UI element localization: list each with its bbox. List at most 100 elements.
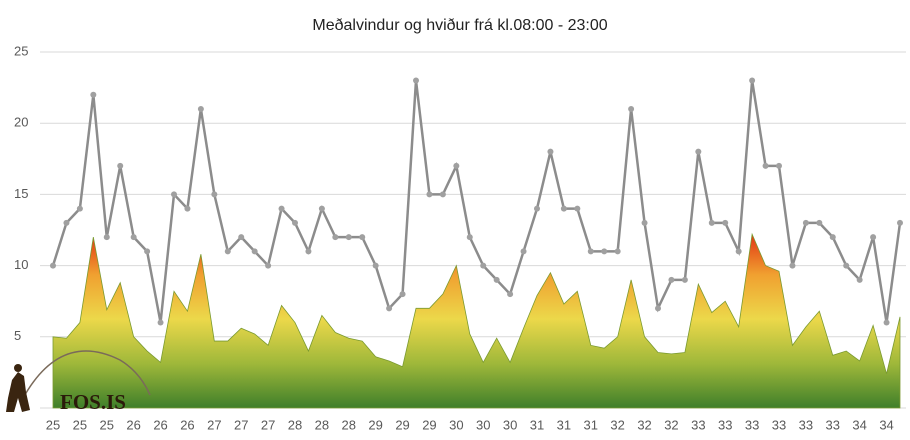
- gust-marker: [587, 248, 594, 255]
- x-tick-label: 29: [395, 417, 409, 432]
- gust-marker: [197, 105, 204, 112]
- x-tick-label: 29: [422, 417, 436, 432]
- x-tick-label: 27: [261, 417, 275, 432]
- gust-marker: [171, 191, 177, 198]
- gust-marker: [76, 205, 83, 212]
- gust-marker: [708, 219, 715, 226]
- gust-marker: [278, 205, 285, 212]
- gust-marker: [493, 276, 500, 283]
- x-tick-label: 30: [503, 417, 517, 432]
- x-tick-label: 30: [449, 417, 463, 432]
- gust-marker: [681, 276, 688, 283]
- gust-marker: [655, 305, 661, 312]
- gust-marker: [870, 234, 877, 241]
- gust-marker: [816, 219, 823, 226]
- x-tick-label: 33: [826, 417, 840, 432]
- gust-marker: [628, 105, 635, 112]
- gust-marker: [735, 248, 742, 255]
- gust-marker: [507, 291, 514, 298]
- gust-marker: [117, 162, 124, 169]
- wind-area: [52, 232, 901, 409]
- gust-marker: [265, 262, 272, 269]
- gust-marker: [224, 248, 231, 255]
- gust-marker: [184, 205, 191, 212]
- x-tick-label: 31: [557, 417, 571, 432]
- gust-marker: [614, 248, 621, 255]
- chart-title: Meðalvindur og hviður frá kl.08:00 - 23:…: [312, 17, 607, 34]
- x-tick-label: 31: [584, 417, 598, 432]
- gust-marker: [413, 77, 419, 84]
- gust-marker: [103, 234, 110, 241]
- x-tick-label: 25: [73, 417, 87, 432]
- x-tick-label: 33: [691, 417, 705, 432]
- x-tick-label: 25: [100, 417, 114, 432]
- gust-marker: [802, 219, 809, 226]
- x-tick-label: 34: [852, 417, 866, 432]
- gust-marker: [144, 248, 151, 255]
- x-tick-label: 26: [153, 417, 167, 432]
- gust-marker: [130, 234, 137, 241]
- gust-marker: [547, 148, 554, 155]
- gust-marker: [359, 234, 366, 241]
- gust-marker: [211, 191, 218, 198]
- gust-marker: [90, 91, 97, 98]
- x-tick-label: 28: [288, 417, 302, 432]
- x-tick-label: 28: [342, 417, 356, 432]
- logo-text: FOS.IS: [60, 390, 126, 414]
- gust-marker: [332, 234, 339, 241]
- x-tick-label: 33: [799, 417, 813, 432]
- gust-marker: [453, 162, 460, 169]
- x-tick-label: 29: [368, 417, 382, 432]
- x-tick-label: 26: [180, 417, 194, 432]
- x-tick-label: 33: [718, 417, 732, 432]
- x-tick-label: 26: [126, 417, 140, 432]
- gust-marker: [157, 319, 164, 326]
- y-tick-label: 25: [14, 43, 28, 58]
- gust-marker: [520, 248, 527, 255]
- x-tick-label: 33: [745, 417, 759, 432]
- logo: FOS.IS: [6, 350, 151, 414]
- gust-marker: [668, 276, 675, 283]
- gust-marker: [843, 262, 850, 269]
- gust-marker: [883, 319, 890, 326]
- gust-marker: [829, 234, 836, 241]
- gust-marker: [372, 262, 379, 269]
- x-tick-label: 31: [530, 417, 544, 432]
- gust-marker: [292, 219, 298, 226]
- gust-line: [51, 80, 902, 323]
- gust-marker: [480, 262, 487, 269]
- gust-marker: [238, 234, 245, 241]
- gust-marker: [789, 262, 796, 269]
- x-tick-label: 32: [637, 417, 651, 432]
- x-tick-label: 32: [610, 417, 624, 432]
- gust-marker: [50, 262, 56, 269]
- gust-marker: [63, 219, 70, 226]
- gust-marker: [601, 248, 608, 255]
- gust-marker: [318, 205, 325, 212]
- logo-figure: [6, 372, 30, 412]
- y-tick-label: 10: [14, 257, 28, 272]
- logo-head: [14, 364, 22, 372]
- gust-marker: [641, 219, 648, 226]
- gust-marker: [386, 305, 393, 312]
- gust-marker: [251, 248, 258, 255]
- x-tick-label: 27: [207, 417, 221, 432]
- gust-marker: [426, 191, 433, 198]
- y-tick-label: 15: [14, 186, 28, 201]
- y-tick-label: 20: [14, 115, 28, 130]
- gust-marker: [399, 291, 406, 298]
- gust-marker: [776, 162, 782, 169]
- logo-rod: [21, 350, 151, 401]
- gust-marker: [762, 162, 769, 169]
- gust-marker: [749, 77, 756, 84]
- x-tick-label: 30: [476, 417, 490, 432]
- x-tick-label: 34: [879, 417, 893, 432]
- gust-marker: [574, 205, 581, 212]
- gust-marker: [695, 148, 702, 155]
- x-tick-label: 33: [772, 417, 786, 432]
- gust-marker: [534, 205, 540, 212]
- y-tick-label: 5: [14, 328, 21, 343]
- gust-marker: [345, 234, 352, 241]
- x-tick-label: 28: [315, 417, 329, 432]
